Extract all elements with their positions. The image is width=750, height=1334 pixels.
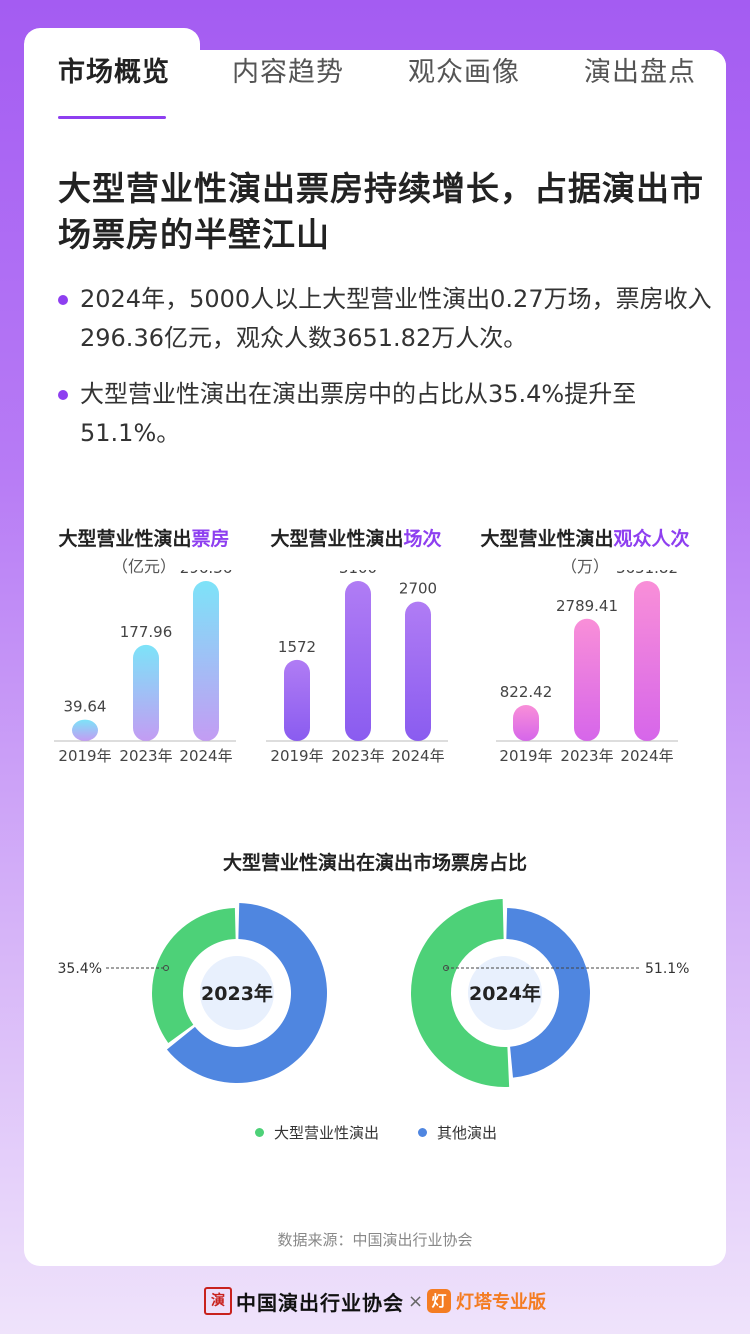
chart-bar <box>634 581 660 741</box>
bar-value-label: 822.42 <box>500 683 553 701</box>
chart-bar <box>284 659 310 741</box>
active-tab-underline <box>58 116 166 119</box>
chart-title-prefix: 大型营业性演出 <box>58 528 192 550</box>
chart-bar <box>193 581 219 741</box>
tab-market-overview[interactable]: 市场概览 <box>58 57 170 88</box>
box-office-unit: （亿元） <box>111 557 176 576</box>
tab-show-review[interactable]: 演出盘点 <box>584 57 696 88</box>
donut-slice-large-show <box>411 899 510 1087</box>
headline: 大型营业性演出票房持续增长，占据演出市场票房的半壁江山 <box>58 169 704 254</box>
donut-slice-large-show <box>151 908 236 1043</box>
box-office-chart-title: 大型营业性演出票房 <box>46 524 242 551</box>
donut-slice-other <box>506 908 590 1078</box>
legend-label: 其他演出 <box>437 1124 498 1142</box>
bar-value-label: 296.36 <box>180 570 233 577</box>
donut-percent-label: 35.4% <box>58 961 102 977</box>
bar-category-label: 2023年 <box>331 747 384 765</box>
bullet-text: 2024年，5000人以上大型营业性演出0.27万场，票房收入296.36亿元，… <box>80 285 712 352</box>
bar-value-label: 39.64 <box>64 698 107 716</box>
tab-content-trends[interactable]: 内容趋势 <box>232 57 344 88</box>
bar-value-label: 2789.41 <box>556 597 618 615</box>
donut-center-label: 2024年 <box>469 982 541 1005</box>
bar-category-label: 2024年 <box>391 747 444 765</box>
donut-center-label: 2023年 <box>201 982 273 1005</box>
tab-audience-profile[interactable]: 观众画像 <box>408 57 520 88</box>
bullet-item: 2024年，5000人以上大型营业性演出0.27万场，票房收入296.36亿元，… <box>58 280 720 358</box>
chart-bar <box>72 719 98 741</box>
legend-item-large-show: 大型营业性演出 <box>255 1122 379 1143</box>
legend-blue-dot-icon <box>418 1128 427 1137</box>
bar-category-label: 2024年 <box>179 747 232 765</box>
chart-title-highlight: 观众人次 <box>613 528 690 550</box>
chart-title-prefix: 大型营业性演出 <box>480 528 614 550</box>
bar-category-label: 2023年 <box>560 747 613 765</box>
chart-bar <box>574 618 600 741</box>
dengta-logo-text: 灯塔专业版 <box>456 1292 547 1313</box>
bar-category-label: 2019年 <box>270 747 323 765</box>
footer-logos: 演 中国演出行业协会 × 灯 灯塔专业版 <box>0 1286 750 1316</box>
bullet-item: 大型营业性演出在演出票房中的占比从35.4%提升至51.1%。 <box>58 375 720 453</box>
donut-percent-label: 51.1% <box>645 961 689 977</box>
bar-category-label: 2024年 <box>620 747 673 765</box>
chart-bar <box>405 601 431 741</box>
bar-charts: 39.64 2019年 177.96 2023年 296.36 2024年 1572 2019… <box>54 570 678 765</box>
bullet-dot-icon <box>58 295 68 305</box>
bullet-dot-icon <box>58 390 68 400</box>
sessions-chart-title: 大型营业性演出场次 <box>258 524 454 551</box>
data-source: 数据来源：中国演出行业协会 <box>277 1231 473 1249</box>
chart-bar <box>513 704 539 741</box>
dengta-logo-icon: 灯 <box>427 1289 452 1313</box>
chart-title-prefix: 大型营业性演出 <box>270 528 404 550</box>
donut-slice-other <box>166 903 327 1083</box>
bar-category-label: 2019年 <box>499 747 552 765</box>
association-seal-icon: 演 <box>203 1287 232 1315</box>
separator: × <box>407 1290 424 1312</box>
leader-dot <box>163 965 169 971</box>
bar-value-label: 177.96 <box>120 623 173 641</box>
leader-dot <box>443 965 449 971</box>
bar-value-label: 2700 <box>399 580 437 598</box>
bar-value-label: 3100 <box>339 570 377 577</box>
chart-title-highlight: 票房 <box>191 528 230 550</box>
chart-bar <box>345 581 371 741</box>
chart-bar <box>133 644 159 741</box>
chart-title-highlight: 场次 <box>403 528 442 550</box>
donut-charts: 2023年 35.4% 2024年 51.1% <box>58 899 689 1087</box>
legend-green-dot-icon <box>255 1128 264 1137</box>
bar-value-label: 1572 <box>278 638 316 656</box>
audience-unit: （万） <box>560 557 609 576</box>
legend-item-other-show: 其他演出 <box>418 1122 497 1143</box>
bar-category-label: 2023年 <box>119 747 172 765</box>
association-logo-text: 中国演出行业协会 <box>235 1290 404 1315</box>
audience-chart-title: 大型营业性演出观众人次 <box>466 524 704 551</box>
donut-center <box>468 956 542 1030</box>
bar-category-label: 2019年 <box>58 747 111 765</box>
bar-value-label: 3651.82 <box>616 570 678 577</box>
donut-center <box>200 956 274 1030</box>
legend-label: 大型营业性演出 <box>274 1124 380 1142</box>
bullet-text: 大型营业性演出在演出票房中的占比从35.4%提升至51.1%。 <box>80 380 637 447</box>
donut-chart-title: 大型营业性演出在演出市场票房占比 <box>222 852 527 874</box>
